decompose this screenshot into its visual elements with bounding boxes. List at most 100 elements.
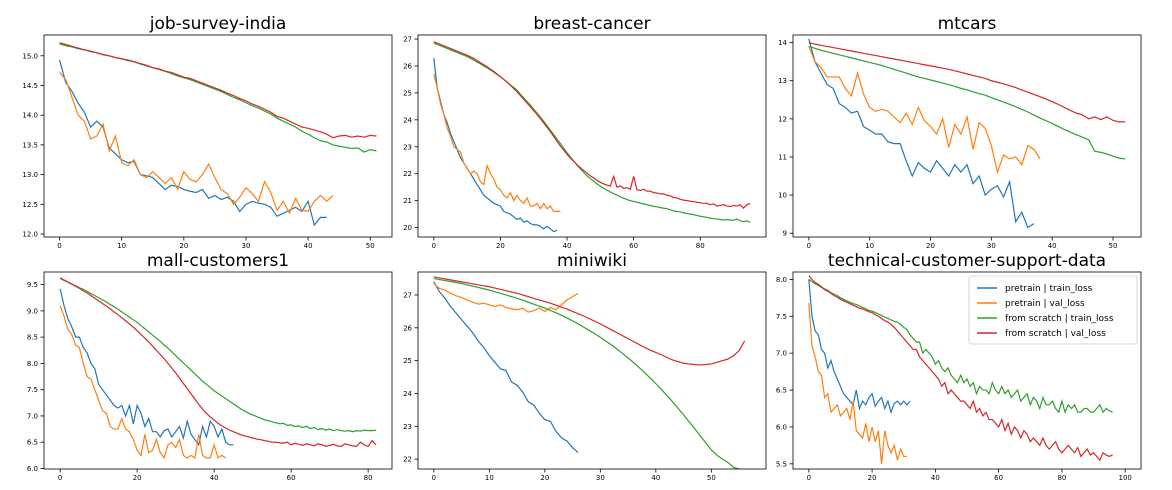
y-tick-label: 12 <box>778 115 787 123</box>
series-line-pretrain-val-loss <box>808 302 907 464</box>
series-line-from-scratch-train-loss <box>808 278 1113 414</box>
x-tick-label: 100 <box>1118 474 1131 482</box>
y-tick-label: 14.5 <box>22 82 38 90</box>
x-tick-label: 0 <box>432 242 436 250</box>
series-line-pretrain-train-loss <box>808 38 1035 229</box>
y-tick-label: 22 <box>403 456 412 464</box>
y-tick-label: 12.0 <box>22 231 38 239</box>
y-tick-label: 7.0 <box>27 412 38 420</box>
y-tick-label: 8.0 <box>776 276 787 284</box>
x-tick-label: 50 <box>1109 242 1118 250</box>
axes-frame <box>792 271 1142 470</box>
legend-label: from scratch | train_loss <box>1005 314 1114 324</box>
x-tick-label: 50 <box>707 474 716 482</box>
y-tick-label: 24 <box>403 116 412 124</box>
x-tick-label: 0 <box>807 474 811 482</box>
panel-title: mtcars <box>938 14 997 34</box>
y-tick-label: 6.0 <box>27 465 38 473</box>
y-tick-label: 11 <box>778 153 787 161</box>
series-line-from-scratch-val-loss <box>808 275 1113 462</box>
subplot-miniwiki: miniwiki 0 10 20 30 40 50 22 23 24 25 26 27 <box>403 251 767 482</box>
x-tick-label: 30 <box>596 474 605 482</box>
x-tick-label: 0 <box>432 474 436 482</box>
x-tick-label: 60 <box>287 474 296 482</box>
axes-frame <box>43 34 393 238</box>
x-tick-label: 60 <box>994 474 1003 482</box>
y-tick-label: 14 <box>778 39 787 47</box>
axes-frame <box>43 271 393 470</box>
y-tick-label: 26 <box>403 324 412 332</box>
y-tick-label: 13.5 <box>22 141 38 149</box>
x-tick-label: 40 <box>304 242 313 250</box>
panel-title: technical-customer-support-data <box>828 251 1106 271</box>
y-tick-label: 27 <box>403 36 412 44</box>
series-line-from-scratch-val-loss <box>59 277 377 448</box>
y-tick-label: 9 <box>783 230 787 238</box>
series-line-pretrain-val-loss <box>59 305 227 460</box>
series-line-pretrain-train-loss <box>808 279 911 415</box>
x-tick-label: 20 <box>868 474 877 482</box>
x-tick-label: 50 <box>366 242 375 250</box>
series-line-from-scratch-train-loss <box>59 277 376 433</box>
subplot-technical-customer-support-data: technical-customer-support-data 0 20 40 60 80… <box>776 251 1142 482</box>
x-tick-label: 30 <box>242 242 251 250</box>
x-tick-label: 10 <box>865 242 874 250</box>
series-line-pretrain-val-loss <box>808 46 1041 175</box>
y-tick-label: 25 <box>403 89 412 97</box>
axes-frame <box>792 34 1142 238</box>
x-tick-label: 40 <box>1048 242 1057 250</box>
panel-title: job-survey-india <box>149 14 287 34</box>
series-line-pretrain-train-loss <box>59 288 234 447</box>
x-tick-label: 0 <box>58 474 62 482</box>
subplot-mtcars: mtcars 0 10 20 30 40 50 9 10 11 12 13 14 <box>778 14 1142 250</box>
y-tick-label: 7.5 <box>776 313 787 321</box>
subplot-mall-customers1: mall-customers1 0 20 40 60 80 6.0 6.5 7.0 7.5 8.0 8… <box>27 251 393 482</box>
y-tick-label: 13.0 <box>22 171 38 179</box>
y-tick-label: 26 <box>403 62 412 70</box>
y-tick-label: 14.0 <box>22 112 38 120</box>
y-tick-label: 6.5 <box>776 387 787 395</box>
x-tick-label: 10 <box>117 242 126 250</box>
x-tick-label: 60 <box>629 242 638 250</box>
x-tick-label: 40 <box>210 474 219 482</box>
x-tick-label: 20 <box>133 474 142 482</box>
series-line-pretrain-val-loss <box>433 283 579 313</box>
y-tick-label: 22 <box>403 170 412 178</box>
legend-label: from scratch | val_loss <box>1005 329 1106 339</box>
y-tick-label: 15.0 <box>22 52 38 60</box>
y-tick-label: 5.5 <box>776 460 787 468</box>
x-tick-label: 0 <box>57 242 61 250</box>
series-line-from-scratch-val-loss <box>59 42 377 139</box>
x-tick-label: 20 <box>926 242 935 250</box>
series-line-from-scratch-val-loss <box>433 41 751 210</box>
y-tick-label: 13 <box>778 77 787 85</box>
series-line-from-scratch-train-loss <box>808 45 1126 160</box>
subplot-job-survey-india: job-survey-india 0 10 20 30 40 50 12.0 12.5 13.0 1… <box>22 14 393 250</box>
x-tick-label: 40 <box>651 474 660 482</box>
y-tick-label: 20 <box>403 224 412 232</box>
y-tick-label: 21 <box>403 197 412 205</box>
legend-box <box>968 275 1138 345</box>
y-tick-label: 8.5 <box>27 334 38 342</box>
y-tick-label: 7.0 <box>776 350 787 358</box>
y-tick-label: 12.5 <box>22 201 38 209</box>
y-tick-label: 6.0 <box>776 423 787 431</box>
x-tick-label: 20 <box>179 242 188 250</box>
x-tick-label: 80 <box>1057 474 1066 482</box>
legend: pretrain | train_loss pretrain | val_loss… <box>968 275 1138 345</box>
series-line-from-scratch-val-loss <box>433 276 746 366</box>
x-tick-label: 40 <box>563 242 572 250</box>
legend-label: pretrain | val_loss <box>1005 299 1085 309</box>
x-tick-label: 80 <box>364 474 373 482</box>
series-line-pretrain-val-loss <box>59 72 334 215</box>
legend-label: pretrain | train_loss <box>1005 284 1093 294</box>
x-tick-label: 0 <box>807 242 811 250</box>
subplot-breast-cancer: breast-cancer 0 20 40 60 80 20 21 22 23 24 25 26 27 <box>403 14 767 250</box>
y-tick-label: 9.5 <box>27 281 38 289</box>
series-line-pretrain-train-loss <box>58 59 327 227</box>
panel-title: mall-customers1 <box>147 251 289 271</box>
x-tick-label: 80 <box>696 242 705 250</box>
x-tick-label: 40 <box>931 474 940 482</box>
y-tick-label: 24 <box>403 390 412 398</box>
